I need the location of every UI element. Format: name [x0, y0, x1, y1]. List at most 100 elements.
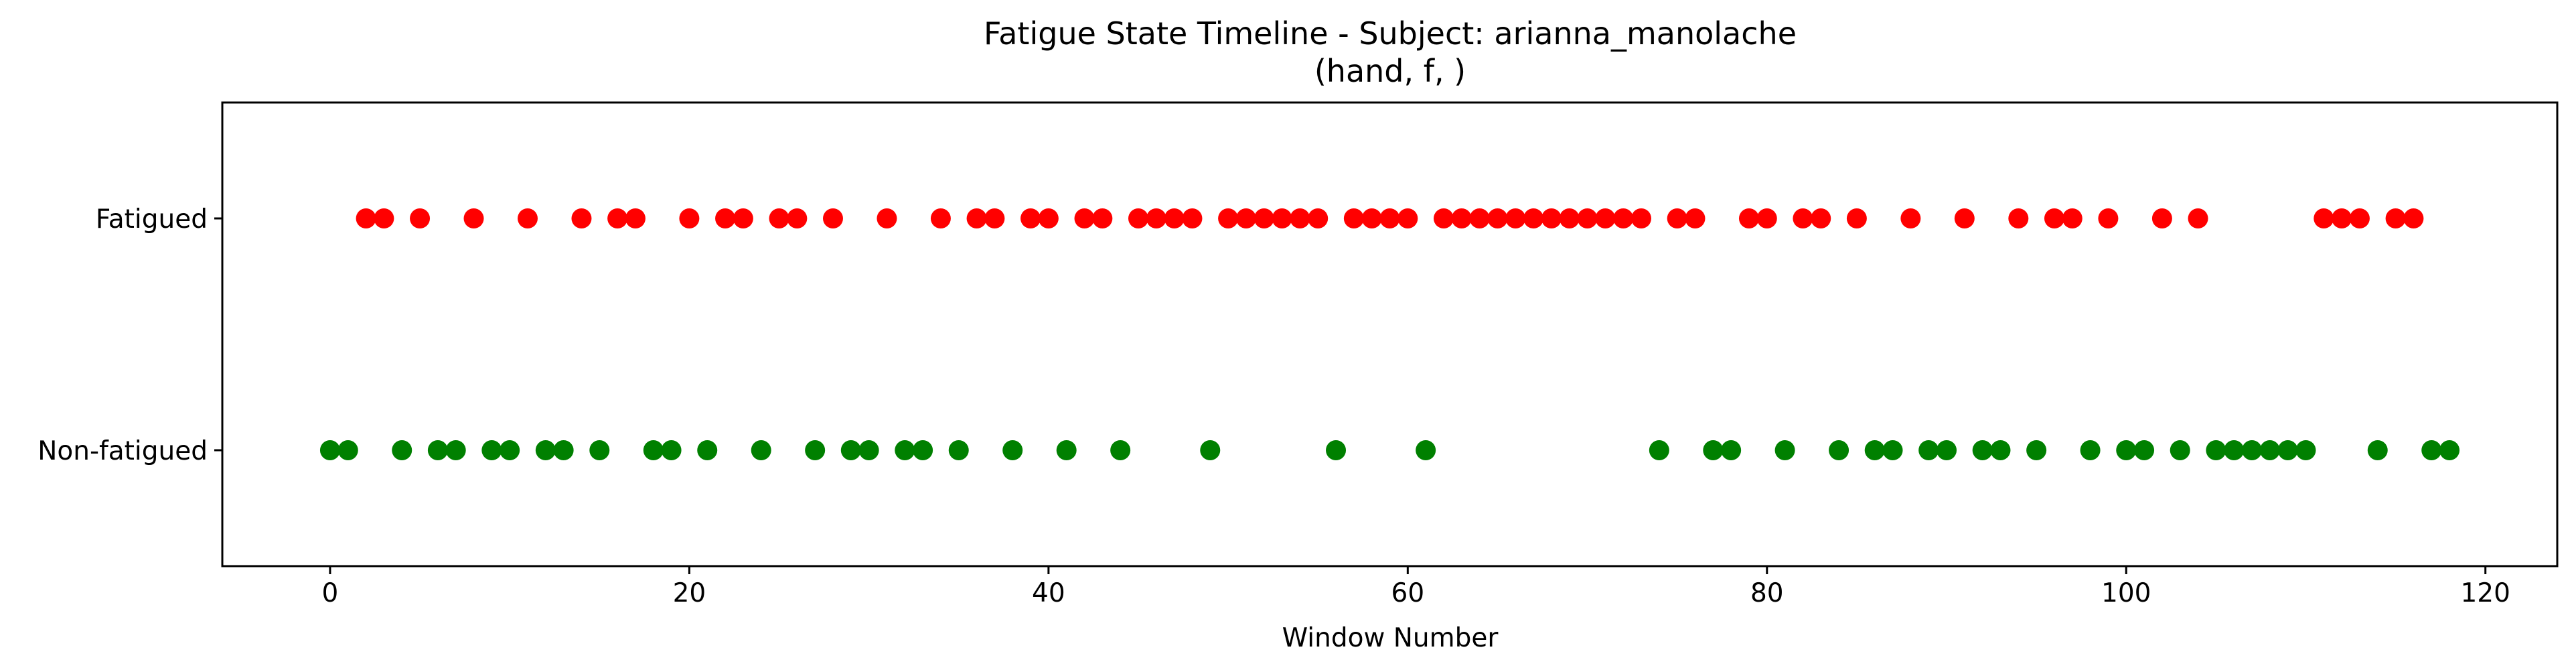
- fatigued-point-91: [1954, 208, 1975, 228]
- fatigued-point-82: [1793, 208, 1813, 228]
- non-fatigued-point-118: [2439, 440, 2460, 460]
- fatigued-point-99: [2098, 208, 2119, 228]
- non-fatigued-point-81: [1774, 440, 1795, 460]
- fatigued-point-97: [2062, 208, 2082, 228]
- x-tick-label: 100: [2101, 578, 2151, 608]
- fatigued-point-37: [984, 208, 1005, 228]
- fatigued-point-14: [571, 208, 592, 228]
- y-tick-label: Non-fatigued: [37, 436, 208, 466]
- non-fatigued-point-106: [2224, 440, 2245, 460]
- plot-frame: [221, 101, 2559, 567]
- non-fatigued-point-4: [392, 440, 412, 460]
- non-fatigued-point-108: [2259, 440, 2280, 460]
- fatigued-point-11: [517, 208, 538, 228]
- non-fatigued-point-109: [2277, 440, 2298, 460]
- fatigued-point-75: [1667, 208, 1687, 228]
- non-fatigued-point-86: [1864, 440, 1885, 460]
- fatigued-point-76: [1685, 208, 1706, 228]
- non-fatigued-point-74: [1649, 440, 1669, 460]
- non-fatigued-point-77: [1703, 440, 1724, 460]
- fatigued-point-113: [2349, 208, 2370, 228]
- x-tick-label: 120: [2460, 578, 2510, 608]
- fatigued-point-28: [822, 208, 843, 228]
- fatigued-point-39: [1020, 208, 1041, 228]
- non-fatigued-point-90: [1937, 440, 1957, 460]
- non-fatigued-point-19: [661, 440, 682, 460]
- fatigued-point-2: [356, 208, 376, 228]
- fatigued-point-64: [1469, 208, 1490, 228]
- fatigued-point-5: [410, 208, 431, 228]
- fatigued-point-71: [1595, 208, 1616, 228]
- fatigued-point-102: [2151, 208, 2172, 228]
- fatigued-point-85: [1846, 208, 1867, 228]
- non-fatigued-point-12: [535, 440, 556, 460]
- fatigued-point-70: [1577, 208, 1598, 228]
- fatigued-point-62: [1433, 208, 1454, 228]
- fatigued-point-47: [1164, 208, 1185, 228]
- fatigued-point-23: [733, 208, 753, 228]
- non-fatigued-point-92: [1972, 440, 1993, 460]
- fatigued-point-50: [1218, 208, 1239, 228]
- chart-title: Fatigue State Timeline - Subject: ariann…: [984, 15, 1797, 52]
- fatigued-point-52: [1254, 208, 1274, 228]
- fatigued-point-3: [374, 208, 394, 228]
- fatigued-point-45: [1128, 208, 1148, 228]
- y-axis-ticks: Fatigued Non-fatigued: [37, 204, 222, 466]
- fatigued-point-63: [1451, 208, 1472, 228]
- non-fatigued-point-27: [805, 440, 826, 460]
- fatigued-point-72: [1613, 208, 1634, 228]
- non-fatigued-point-56: [1326, 440, 1347, 460]
- non-fatigued-point-0: [319, 440, 340, 460]
- fatigued-point-42: [1074, 208, 1095, 228]
- fatigued-point-40: [1038, 208, 1059, 228]
- non-fatigued-point-6: [427, 440, 448, 460]
- non-fatigued-point-10: [500, 440, 520, 460]
- fatigued-point-8: [463, 208, 484, 228]
- fatigued-point-17: [625, 208, 646, 228]
- non-fatigued-point-30: [858, 440, 879, 460]
- non-fatigued-point-41: [1056, 440, 1077, 460]
- fatigued-point-34: [930, 208, 951, 228]
- fatigued-point-69: [1559, 208, 1580, 228]
- non-fatigued-point-117: [2421, 440, 2442, 460]
- non-fatigued-point-101: [2134, 440, 2155, 460]
- non-fatigued-point-87: [1882, 440, 1903, 460]
- fatigued-point-65: [1487, 208, 1508, 228]
- non-fatigued-point-35: [948, 440, 969, 460]
- x-tick-label: 0: [322, 578, 339, 608]
- fatigued-point-48: [1182, 208, 1203, 228]
- fatigued-point-67: [1523, 208, 1544, 228]
- fatigued-point-112: [2332, 208, 2352, 228]
- fatigued-point-46: [1146, 208, 1166, 228]
- non-fatigued-point-15: [589, 440, 610, 460]
- fatigued-point-26: [787, 208, 808, 228]
- non-fatigued-point-105: [2206, 440, 2226, 460]
- fatigued-point-25: [769, 208, 789, 228]
- x-axis-ticks: 0 20 40 60 80 100 120: [322, 566, 2510, 608]
- fatigued-point-96: [2044, 208, 2064, 228]
- x-tick-label: 60: [1391, 578, 1425, 608]
- non-fatigued-point-32: [895, 440, 915, 460]
- fatigued-point-58: [1361, 208, 1382, 228]
- fatigued-point-73: [1631, 208, 1652, 228]
- fatigued-point-88: [1900, 208, 1921, 228]
- fatigued-point-36: [966, 208, 987, 228]
- fatigued-point-111: [2314, 208, 2334, 228]
- fatigued-point-20: [679, 208, 700, 228]
- non-fatigued-point-95: [2026, 440, 2047, 460]
- non-fatigued-point-24: [751, 440, 771, 460]
- non-fatigued-point-110: [2295, 440, 2316, 460]
- non-fatigued-point-13: [553, 440, 574, 460]
- non-fatigued-point-44: [1110, 440, 1131, 460]
- non-fatigued-point-38: [1002, 440, 1023, 460]
- non-fatigued-point-7: [445, 440, 466, 460]
- non-fatigued-point-61: [1416, 440, 1436, 460]
- scatter-points: [319, 208, 2460, 460]
- y-tick-label: Fatigued: [96, 204, 208, 234]
- fatigued-point-22: [715, 208, 736, 228]
- fatigued-point-115: [2385, 208, 2406, 228]
- x-tick-label: 80: [1750, 578, 1784, 608]
- fatigued-point-60: [1397, 208, 1418, 228]
- non-fatigued-point-103: [2170, 440, 2190, 460]
